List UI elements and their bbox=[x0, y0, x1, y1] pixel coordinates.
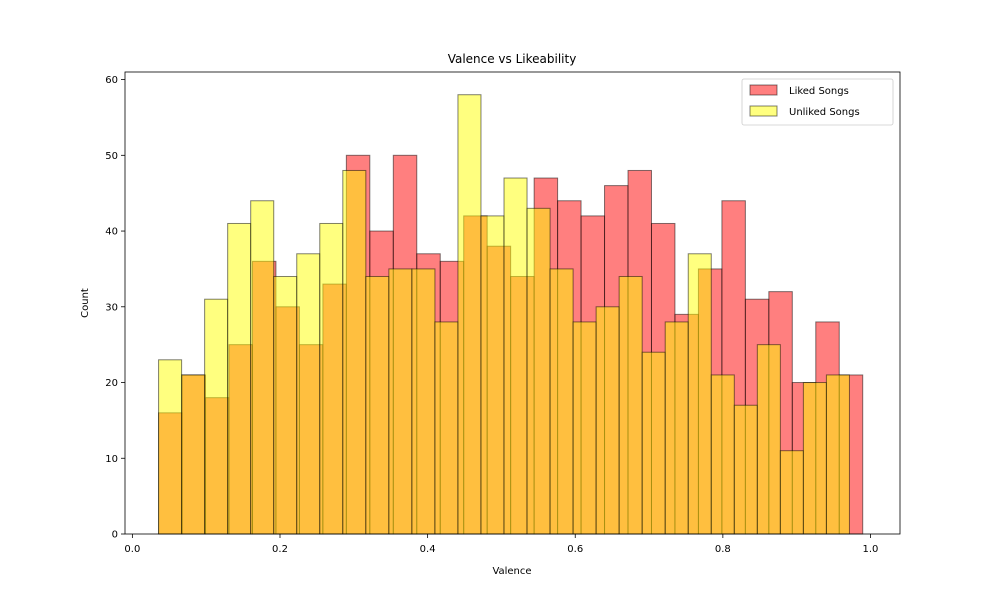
y-axis: 0 10 20 30 40 50 60 bbox=[105, 75, 125, 541]
bar-unliked-21 bbox=[641, 351, 666, 535]
bar-unliked-25 bbox=[733, 404, 758, 535]
x-tick-label-4: 0.8 bbox=[715, 544, 731, 555]
legend-label-liked: Liked Songs bbox=[789, 86, 849, 97]
bar-unliked-12 bbox=[434, 321, 459, 535]
x-tick-label-3: 0.6 bbox=[567, 544, 583, 555]
x-axis-label: Valence bbox=[492, 566, 531, 577]
bar-unliked-3 bbox=[227, 222, 252, 535]
bar-unliked-7 bbox=[319, 222, 344, 535]
bar-unliked-9 bbox=[365, 275, 390, 535]
y-tick-label-0: 0 bbox=[112, 530, 118, 541]
bar-unliked-24 bbox=[710, 374, 735, 535]
bar-unliked-23 bbox=[687, 253, 712, 535]
legend: Liked Songs Unliked Songs bbox=[741, 78, 894, 126]
bar-unliked-15 bbox=[503, 177, 528, 535]
bar-unliked-19 bbox=[595, 306, 620, 535]
bar-unliked-18 bbox=[572, 321, 597, 535]
bar-unliked-29 bbox=[825, 374, 850, 535]
bar-unliked-10 bbox=[388, 268, 413, 535]
bar-unliked-28 bbox=[802, 382, 827, 535]
bar-unliked-20 bbox=[618, 275, 643, 535]
bar-unliked-17 bbox=[549, 268, 574, 535]
x-tick-label-1: 0.2 bbox=[272, 544, 288, 555]
y-tick-label-2: 20 bbox=[105, 378, 118, 389]
bars-layer bbox=[158, 94, 864, 535]
legend-box bbox=[741, 78, 894, 126]
x-tick-label-2: 0.4 bbox=[420, 544, 436, 555]
x-tick-label-5: 1.0 bbox=[863, 544, 879, 555]
bar-unliked-13 bbox=[457, 94, 482, 535]
y-axis-label: Count bbox=[80, 288, 91, 318]
bar-unliked-16 bbox=[526, 207, 551, 535]
x-axis: 0.0 0.2 0.4 0.6 0.8 1.0 bbox=[124, 534, 878, 555]
bar-unliked-22 bbox=[664, 321, 689, 535]
legend-swatch-liked bbox=[749, 84, 778, 96]
legend-label-unliked: Unliked Songs bbox=[789, 107, 860, 118]
bar-unliked-26 bbox=[756, 344, 781, 535]
y-tick-label-6: 60 bbox=[105, 75, 118, 86]
bar-unliked-2 bbox=[204, 298, 229, 535]
bar-unliked-1 bbox=[181, 374, 206, 535]
bar-unliked-27 bbox=[779, 450, 804, 535]
bar-unliked-4 bbox=[250, 200, 275, 535]
bar-unliked-0 bbox=[158, 359, 183, 535]
y-tick-label-1: 10 bbox=[105, 454, 118, 465]
y-tick-label-4: 40 bbox=[105, 227, 118, 238]
legend-swatch-unliked bbox=[749, 105, 778, 117]
bar-unliked-8 bbox=[342, 169, 367, 535]
chart-title: Valence vs Likeability bbox=[448, 52, 577, 66]
bar-unliked-11 bbox=[411, 268, 436, 535]
y-tick-label-5: 50 bbox=[105, 151, 118, 162]
y-tick-label-3: 30 bbox=[105, 302, 118, 313]
bar-unliked-6 bbox=[296, 253, 321, 535]
bar-unliked-14 bbox=[480, 215, 505, 535]
plot-frame bbox=[124, 71, 901, 535]
x-tick-label-0: 0.0 bbox=[124, 544, 140, 555]
bar-unliked-5 bbox=[273, 275, 298, 535]
